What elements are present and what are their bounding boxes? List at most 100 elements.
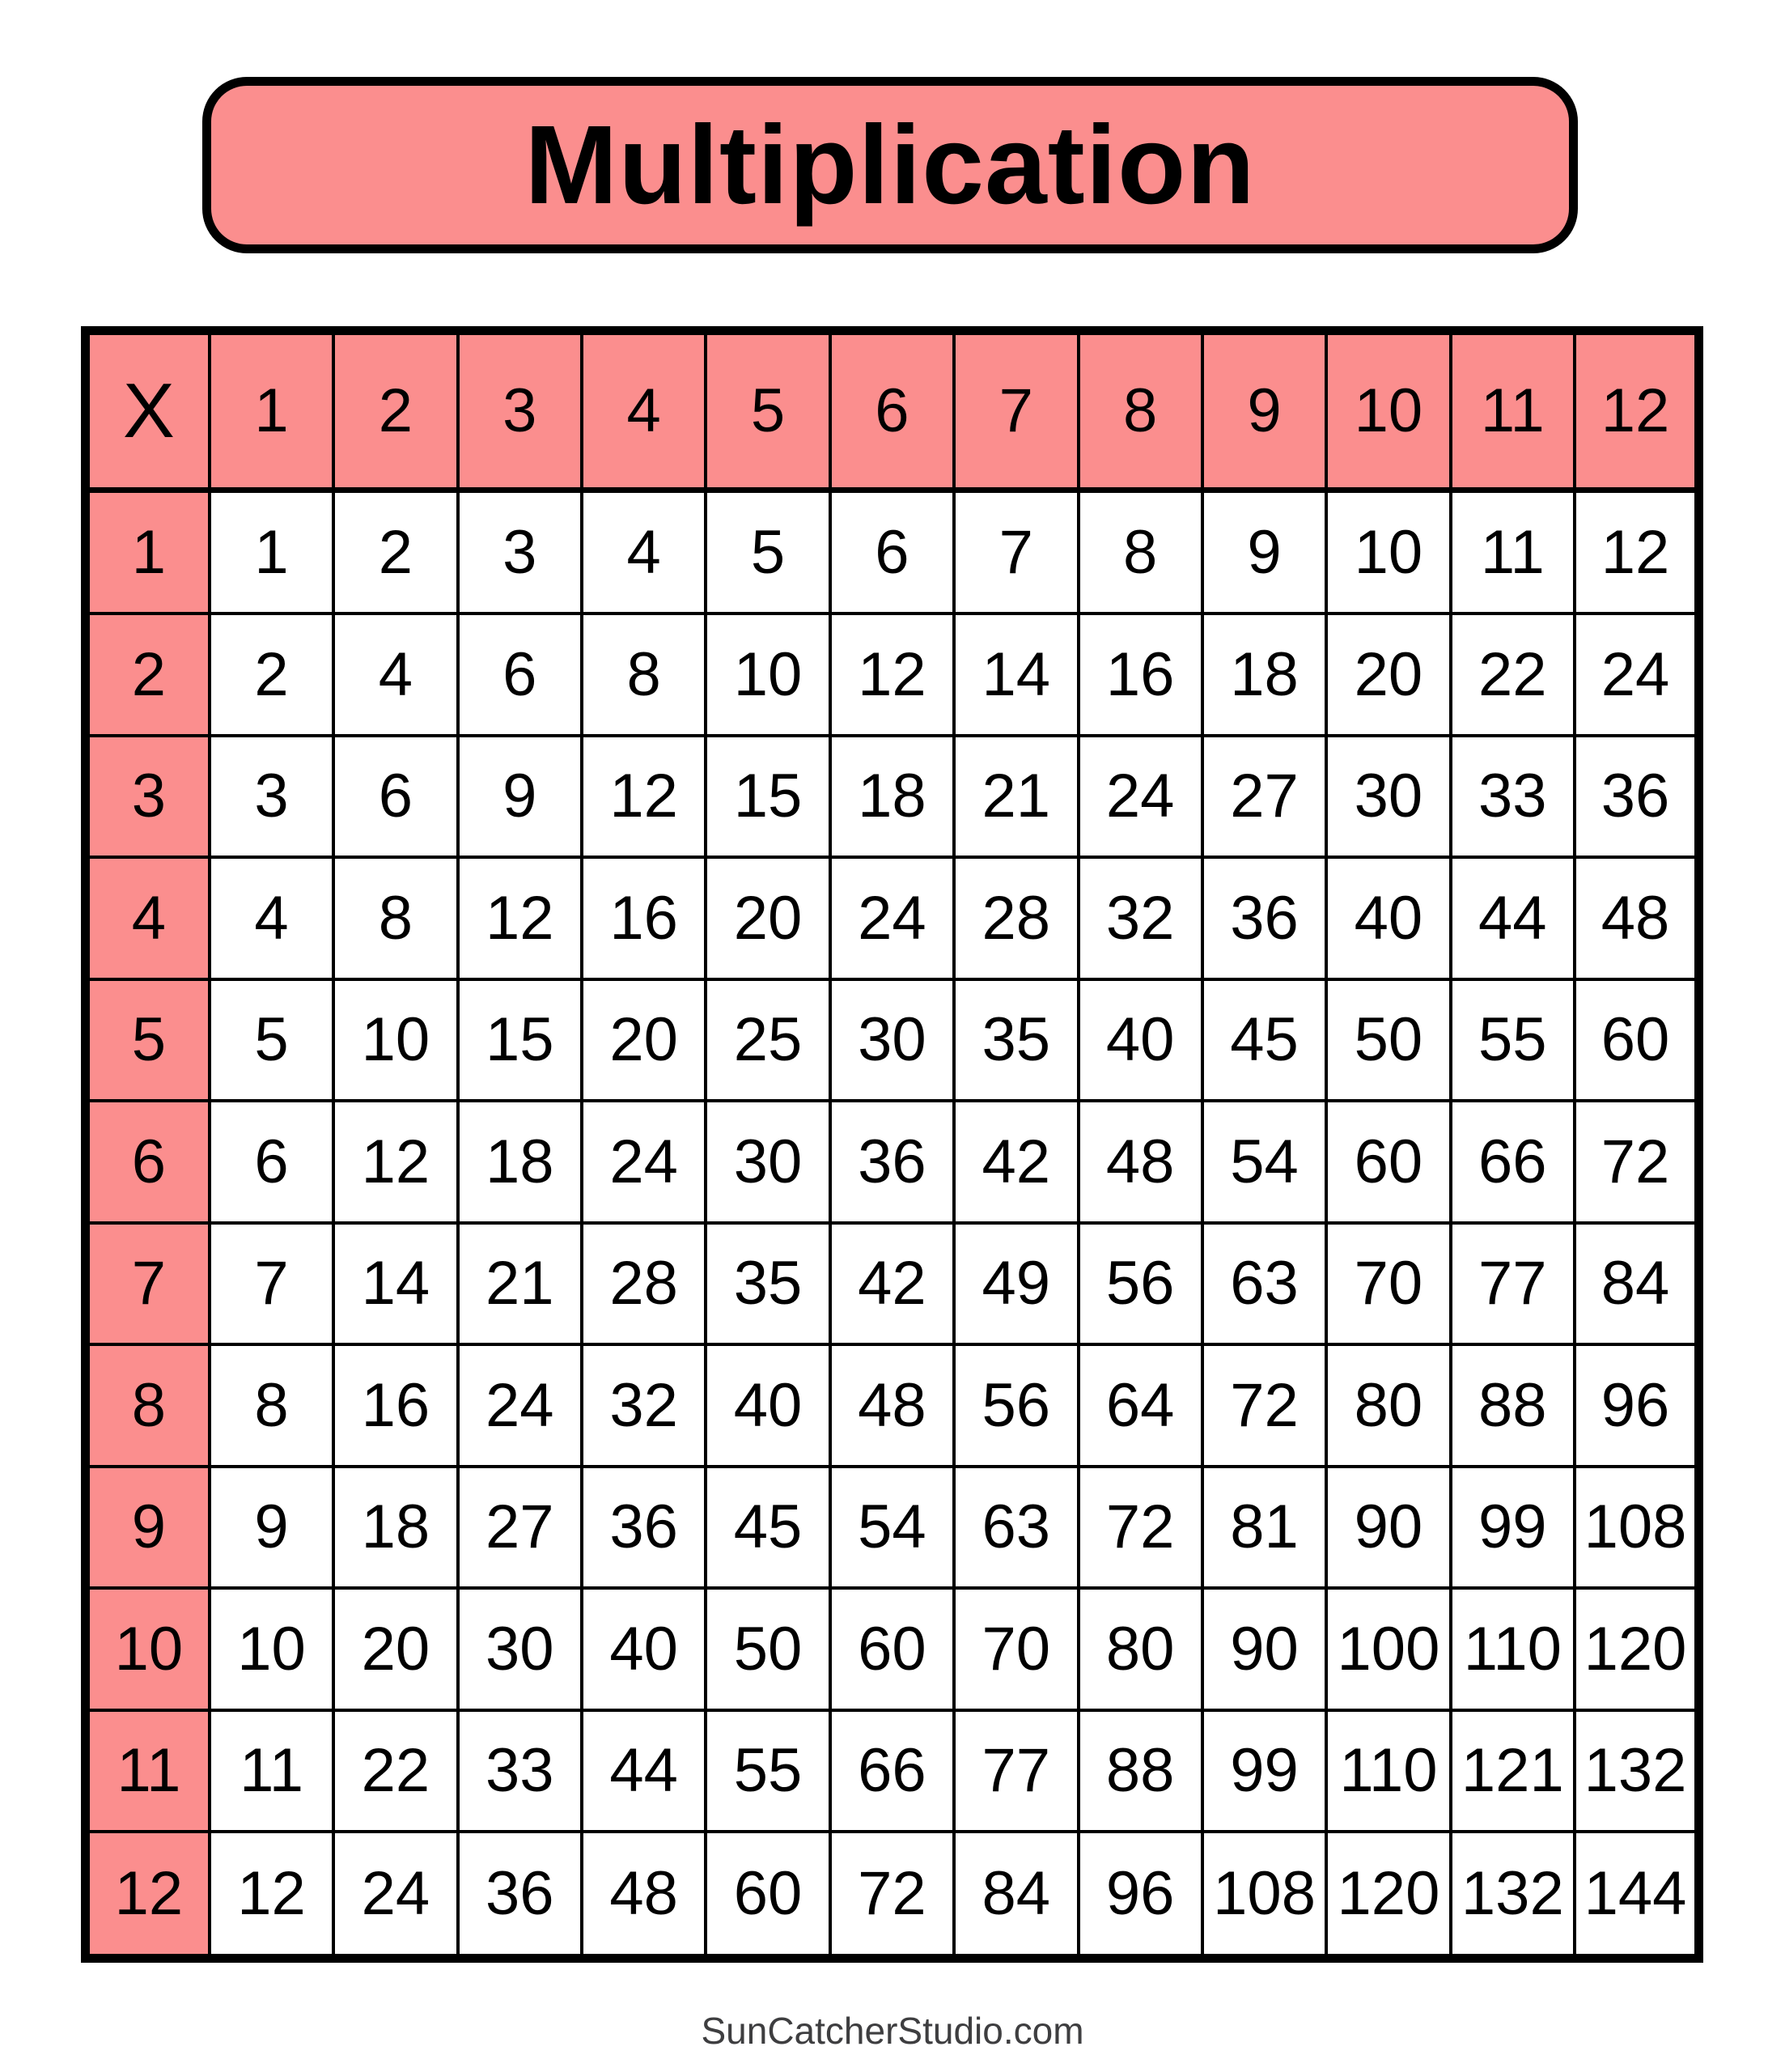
product-cell: 99 (1448, 1464, 1577, 1590)
product-cell: 50 (1325, 977, 1452, 1103)
product-cell: 16 (332, 1343, 460, 1468)
product-cell: 132 (1573, 1708, 1701, 1834)
product-cell: 44 (1448, 856, 1577, 981)
product-cell: 1 (207, 488, 336, 616)
product-cell: 22 (332, 1708, 460, 1834)
row-header-cell: 8 (83, 1343, 211, 1468)
product-cell: 36 (1200, 856, 1329, 981)
product-cell: 77 (952, 1708, 1080, 1834)
product-cell: 18 (1200, 612, 1329, 737)
product-cell: 12 (579, 733, 708, 860)
product-cell: 96 (1573, 1343, 1701, 1468)
product-cell: 108 (1200, 1830, 1329, 1960)
product-cell: 8 (332, 856, 460, 981)
page-title: Multiplication (524, 103, 1256, 227)
footer-credit: SunCatcherStudio.com (701, 2010, 1084, 2052)
product-cell: 22 (1448, 612, 1577, 737)
product-cell: 20 (704, 856, 832, 981)
product-cell: 80 (1325, 1343, 1452, 1468)
product-cell: 30 (456, 1586, 584, 1712)
product-cell: 84 (1573, 1221, 1701, 1347)
product-cell: 96 (1076, 1830, 1204, 1960)
product-cell: 24 (1573, 612, 1701, 737)
product-cell: 32 (1076, 856, 1204, 981)
product-cell: 36 (456, 1830, 584, 1960)
product-cell: 54 (828, 1464, 956, 1590)
product-cell: 120 (1325, 1830, 1452, 1960)
product-cell: 2 (332, 488, 460, 616)
product-cell: 4 (207, 856, 336, 981)
product-cell: 21 (952, 733, 1080, 860)
product-cell: 14 (332, 1221, 460, 1347)
product-cell: 18 (456, 1099, 584, 1225)
product-cell: 54 (1200, 1099, 1329, 1225)
product-cell: 27 (456, 1464, 584, 1590)
row-header-cell: 10 (83, 1586, 211, 1712)
row-header-cell: 4 (83, 856, 211, 981)
product-cell: 60 (1573, 977, 1701, 1103)
product-cell: 6 (207, 1099, 336, 1225)
product-cell: 11 (207, 1708, 336, 1834)
table-header-row: X 1 2 3 4 5 6 7 8 9 10 11 12 (83, 329, 1701, 493)
column-header-cell: 1 (207, 329, 336, 493)
product-cell: 132 (1448, 1830, 1577, 1960)
row-header-cell: 7 (83, 1221, 211, 1347)
product-cell: 99 (1200, 1708, 1329, 1834)
product-cell: 48 (579, 1830, 708, 1960)
product-cell: 10 (332, 977, 460, 1103)
column-header-cell: 12 (1573, 329, 1701, 493)
product-cell: 18 (332, 1464, 460, 1590)
product-cell: 45 (704, 1464, 832, 1590)
product-cell: 40 (1076, 977, 1204, 1103)
product-cell: 60 (1325, 1099, 1452, 1225)
product-cell: 7 (207, 1221, 336, 1347)
product-cell: 72 (1076, 1464, 1204, 1590)
column-header-cell: 7 (952, 329, 1080, 493)
product-cell: 24 (828, 856, 956, 981)
product-cell: 32 (579, 1343, 708, 1468)
product-cell: 49 (952, 1221, 1080, 1347)
product-cell: 9 (1200, 488, 1329, 616)
table-row: 10 10 20 30 40 50 60 70 80 90 100 110 120 (83, 1586, 1701, 1712)
product-cell: 16 (1076, 612, 1204, 737)
product-cell: 28 (579, 1221, 708, 1347)
product-cell: 8 (579, 612, 708, 737)
product-cell: 20 (332, 1586, 460, 1712)
product-cell: 81 (1200, 1464, 1329, 1590)
product-cell: 48 (828, 1343, 956, 1468)
product-cell: 12 (332, 1099, 460, 1225)
row-header-cell: 12 (83, 1830, 211, 1960)
table-row: 1 1 2 3 4 5 6 7 8 9 10 11 12 (83, 488, 1701, 616)
product-cell: 21 (456, 1221, 584, 1347)
column-header-cell: 3 (456, 329, 584, 493)
product-cell: 63 (1200, 1221, 1329, 1347)
product-cell: 24 (456, 1343, 584, 1468)
product-cell: 50 (704, 1586, 832, 1712)
product-cell: 55 (1448, 977, 1577, 1103)
table-row: 11 11 22 33 44 55 66 77 88 99 110 121 132 (83, 1708, 1701, 1834)
product-cell: 30 (704, 1099, 832, 1225)
product-cell: 48 (1573, 856, 1701, 981)
product-cell: 90 (1325, 1464, 1452, 1590)
product-cell: 30 (828, 977, 956, 1103)
product-cell: 28 (952, 856, 1080, 981)
product-cell: 30 (1325, 733, 1452, 860)
column-header-cell: 2 (332, 329, 460, 493)
row-header-cell: 6 (83, 1099, 211, 1225)
table-row: 5 5 10 15 20 25 30 35 40 45 50 55 60 (83, 977, 1701, 1103)
product-cell: 88 (1076, 1708, 1204, 1834)
product-cell: 42 (828, 1221, 956, 1347)
column-header-cell: 4 (579, 329, 708, 493)
product-cell: 9 (207, 1464, 336, 1590)
product-cell: 11 (1448, 488, 1577, 616)
product-cell: 72 (828, 1830, 956, 1960)
table-row: 3 3 6 9 12 15 18 21 24 27 30 33 36 (83, 733, 1701, 860)
product-cell: 5 (704, 488, 832, 616)
product-cell: 66 (828, 1708, 956, 1834)
column-header-cell: 6 (828, 329, 956, 493)
product-cell: 15 (456, 977, 584, 1103)
multiplication-table: X 1 2 3 4 5 6 7 8 9 10 11 12 1 1 2 3 4 5 6 7 8 9 10 11 12 2 2 4 6 8 10 1… (81, 326, 1703, 1963)
corner-cell: X (83, 329, 211, 493)
product-cell: 24 (332, 1830, 460, 1960)
